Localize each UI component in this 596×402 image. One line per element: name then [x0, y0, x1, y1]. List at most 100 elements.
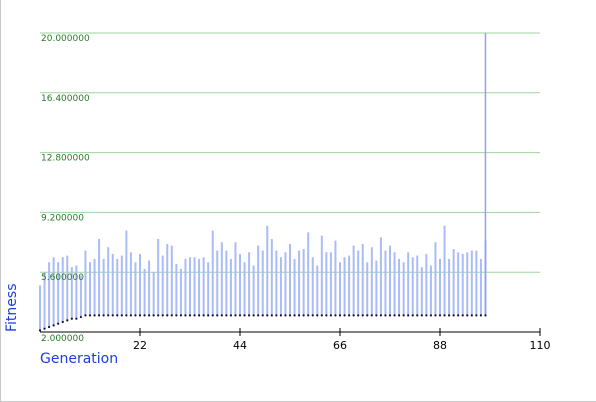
data-point	[438, 314, 442, 317]
data-point	[38, 329, 42, 332]
data-point	[402, 314, 405, 317]
y-tick-label: 12.800000	[41, 154, 90, 164]
data-point	[484, 314, 487, 317]
data-point	[84, 314, 87, 317]
data-point	[266, 314, 269, 317]
data-point	[197, 314, 201, 317]
data-point	[257, 314, 260, 317]
data-point	[452, 314, 455, 317]
data-point	[316, 314, 319, 317]
data-point	[79, 315, 83, 319]
data-point	[107, 314, 110, 317]
data-point	[247, 314, 251, 317]
data-point	[229, 314, 233, 317]
data-point	[252, 314, 255, 317]
data-point	[202, 314, 205, 317]
gridlines	[40, 32, 540, 273]
data-point	[284, 314, 287, 317]
data-point	[334, 314, 337, 317]
data-point	[116, 314, 119, 317]
data-point	[366, 314, 369, 317]
y-tick-label: 5.600000	[41, 273, 84, 283]
data-point	[270, 314, 273, 317]
data-point	[293, 314, 296, 317]
y-tick-label: 20.000000	[41, 34, 90, 44]
data-point	[57, 322, 60, 325]
data-point	[243, 314, 246, 317]
data-point	[216, 314, 219, 317]
data-point	[166, 314, 169, 317]
data-point	[479, 314, 483, 317]
data-point	[397, 314, 401, 317]
data-point	[338, 314, 342, 317]
data-point	[61, 320, 64, 324]
x-tick-label: 110	[530, 339, 551, 352]
data-point	[97, 314, 101, 317]
data-point	[407, 314, 410, 317]
data-point	[447, 314, 451, 317]
data-point	[425, 314, 428, 317]
data-point	[388, 314, 392, 317]
data-point	[302, 314, 305, 317]
data-point	[443, 314, 446, 317]
data-point	[188, 314, 192, 317]
data-point	[475, 314, 478, 317]
data-point	[143, 314, 146, 317]
data-point	[175, 314, 178, 317]
data-point	[129, 314, 133, 317]
y-tick-label: 16.400000	[41, 94, 90, 104]
data-point	[375, 314, 378, 317]
data-point	[43, 327, 46, 330]
data-point	[466, 314, 469, 317]
data-point	[357, 314, 360, 317]
mean-points	[38, 314, 487, 332]
data-point	[352, 314, 355, 317]
y-axis-ticks: 2.000000 5.600000 9.200000 12.800000 16.4000…	[41, 34, 90, 344]
data-point	[234, 314, 237, 317]
y-axis-label: Fitness	[4, 284, 20, 333]
data-point	[261, 314, 264, 317]
data-point	[70, 317, 73, 320]
data-point	[211, 314, 214, 317]
data-point	[461, 314, 464, 317]
data-point	[329, 314, 333, 317]
data-point	[88, 314, 92, 317]
data-point	[161, 314, 164, 317]
data-point	[320, 314, 323, 317]
x-tick-label: 88	[433, 339, 447, 352]
x-tick-label: 66	[333, 339, 347, 352]
data-point	[275, 314, 278, 317]
x-axis-ticks: 22 44 66 88 110	[133, 328, 551, 352]
data-point	[470, 314, 473, 317]
data-point	[384, 314, 387, 317]
data-point	[370, 314, 373, 317]
data-point	[297, 314, 301, 317]
data-point	[325, 314, 328, 317]
x-tick-label: 22	[133, 339, 147, 352]
data-point	[120, 314, 123, 317]
data-point	[347, 314, 351, 317]
data-point	[125, 314, 128, 317]
data-point	[47, 325, 51, 329]
data-point	[416, 314, 419, 317]
data-point	[93, 314, 96, 317]
y-tick-label: 2.000000	[41, 334, 84, 344]
x-axis-label: Generation	[40, 351, 118, 367]
data-point	[238, 314, 242, 317]
data-point	[457, 314, 460, 317]
data-point	[193, 314, 196, 317]
data-point	[225, 314, 228, 317]
data-point	[220, 314, 223, 317]
data-point	[184, 314, 187, 317]
data-point	[138, 314, 142, 317]
data-point	[52, 324, 55, 327]
data-point	[134, 314, 137, 317]
data-point	[307, 314, 310, 317]
data-point	[207, 314, 210, 317]
data-point	[147, 314, 151, 317]
data-point	[75, 317, 78, 320]
y-tick-label: 9.200000	[41, 213, 84, 223]
data-point	[170, 314, 173, 317]
data-point	[420, 314, 423, 317]
data-point	[179, 314, 183, 317]
